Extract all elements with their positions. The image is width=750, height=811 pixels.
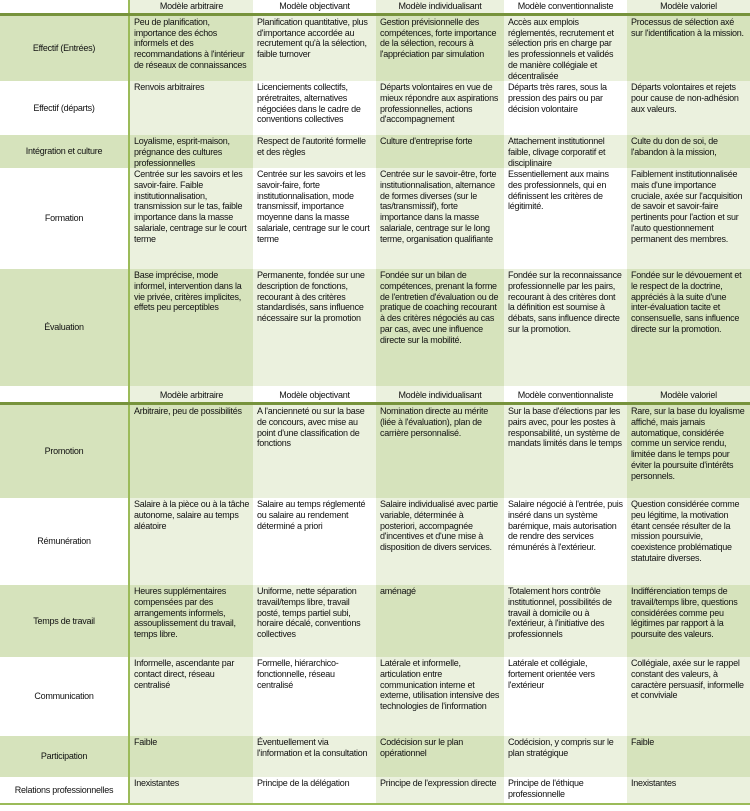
row-label: Temps de travail (0, 585, 130, 658)
table-cell: Indifférenciation temps de travail/temps… (627, 585, 750, 658)
table-cell: Centrée sur les savoirs et les savoir-fa… (253, 168, 376, 270)
table-cell: Principe de la délégation (253, 777, 376, 806)
table-cell: Principe de l'éthique professionnelle (504, 777, 627, 806)
row-label: Effectif (départs) (0, 81, 130, 136)
table-cell: Salaire à la pièce ou à la tâche autonom… (129, 498, 253, 586)
header-rule (0, 13, 750, 16)
table-cell: Fondée sur un bilan de compétences, pren… (376, 269, 504, 387)
table-cell: Formelle, hiérarchico-fonctionnelle, rés… (253, 657, 376, 737)
row-label: Promotion (0, 405, 130, 499)
table-row: Communication Informelle, ascendante par … (0, 657, 750, 737)
table-cell: Gestion prévisionnelle des compétences, … (376, 16, 504, 82)
column-header: Modèle valoriel (627, 0, 750, 13)
row-label: Effectif (Entrées) (0, 16, 130, 82)
table-cell: Arbitraire, peu de possibilités (129, 405, 253, 499)
table-row: Effectif (départs) Renvois arbitraires Lic… (0, 81, 750, 136)
table-cell: Éventuellement via l'information et la c… (253, 736, 376, 778)
table-cell: Sur la base d'élections par les pairs av… (504, 405, 627, 499)
row-label: Intégration et culture (0, 135, 130, 169)
table-cell: Heures supplémentaires compensées par de… (129, 585, 253, 658)
table-row: Temps de travail Heures supplémentaires c… (0, 585, 750, 658)
table-cell: Latérale et collégiale, fortement orient… (504, 657, 627, 737)
table-cell: Départs très rares, sous la pression des… (504, 81, 627, 136)
column-header: Modèle individualisant (376, 0, 504, 13)
table-cell: Uniforme, nette séparation travail/temps… (253, 585, 376, 658)
table-cell: Inexistantes (129, 777, 253, 806)
table-cell: Question considérée comme peu légitime, … (627, 498, 750, 586)
table-row: Promotion Arbitraire, peu de possibilités… (0, 405, 750, 499)
table-cell: Fondée sur le dévouement et le respect d… (627, 269, 750, 387)
table-cell: Principe de l'expression directe (376, 777, 504, 806)
table-cell: Peu de planification, importance des éch… (129, 16, 253, 82)
header-row: Modèle arbitraire Modèle objectivant Modèl… (0, 0, 750, 13)
table-cell: Nomination directe au mérite (liée à l'é… (376, 405, 504, 499)
table-cell: Rare, sur la base du loyalisme affiché, … (627, 405, 750, 499)
header-corner (0, 0, 130, 13)
section-gap (0, 386, 750, 390)
table-cell: Base imprécise, mode informel, intervent… (129, 269, 253, 387)
row-label: Formation (0, 168, 130, 270)
table-cell: Salaire individualisé avec partie variab… (376, 498, 504, 586)
table-cell: Loyalisme, esprit-maison, prégnance des … (129, 135, 253, 169)
row-label: Évaluation (0, 269, 130, 387)
table-cell: Inexistantes (627, 777, 750, 806)
table-cell: Faible (627, 736, 750, 778)
row-label: Rémunération (0, 498, 130, 586)
table-cell: Codécision, y compris sur le plan straté… (504, 736, 627, 778)
table-cell: Départs volontaires et rejets pour cause… (627, 81, 750, 136)
table-cell: Départs volontaires en vue de mieux répo… (376, 81, 504, 136)
table-cell: Culture d'entreprise forte (376, 135, 504, 169)
row-label: Communication (0, 657, 130, 737)
table-row: Intégration et culture Loyalisme, esprit-… (0, 135, 750, 169)
table-cell: Processus de sélection axé sur l'identif… (627, 16, 750, 82)
row-label: Relations professionnelles (0, 777, 130, 806)
column-header: Modèle objectivant (253, 0, 376, 13)
table-cell: Culte du don de soi, de l'abandon à la m… (627, 135, 750, 169)
table-cell: Salaire négocié à l'entrée, puis inséré … (504, 498, 627, 586)
table-cell: aménagé (376, 585, 504, 658)
column-header: Modèle arbitraire (129, 0, 253, 13)
table-row: Participation Faible Éventuellement via l'… (0, 736, 750, 778)
table-cell: Respect de l'autorité formelle et des rè… (253, 135, 376, 169)
table-cell: Totalement hors contrôle institutionnel,… (504, 585, 627, 658)
table-cell: Centrée sur le savoir-être, forte instit… (376, 168, 504, 270)
column-header: Modèle objectivant (253, 389, 376, 403)
header-rule (0, 402, 750, 406)
table-cell: Codécision sur le plan opérationnel (376, 736, 504, 778)
table-cell: Fondée sur la reconnaissance professionn… (504, 269, 627, 387)
table-row: Rémunération Salaire à la pièce ou à la t… (0, 498, 750, 586)
row-label: Participation (0, 736, 130, 778)
column-header: Modèle valoriel (627, 389, 750, 403)
table-cell: Informelle, ascendante par contact direc… (129, 657, 253, 737)
table-cell: Collégiale, axée sur le rappel constant … (627, 657, 750, 737)
table-cell: Faible (129, 736, 253, 778)
header-corner (0, 389, 130, 403)
table-row: Formation Centrée sur les savoirs et les … (0, 168, 750, 270)
header-row: Modèle arbitraire Modèle objectivant Modèl… (0, 389, 750, 403)
table-cell: Latérale et informelle, articulation ent… (376, 657, 504, 737)
table-row: Relations professionnelles Inexistantes Pr… (0, 777, 750, 806)
column-header: Modèle conventionnaliste (504, 389, 627, 403)
table-cell: Planification quantitative, plus d'impor… (253, 16, 376, 82)
column-header: Modèle arbitraire (129, 389, 253, 403)
table-cell: Accès aux emplois réglementés, recruteme… (504, 16, 627, 82)
table-cell: Attachement institutionnel faible, cliva… (504, 135, 627, 169)
table-cell: Licenciements collectifs, préretraites, … (253, 81, 376, 136)
column-header: Modèle conventionnaliste (504, 0, 627, 13)
table-cell: Salaire au temps réglementé ou salaire a… (253, 498, 376, 586)
table-cell: Centrée sur les savoirs et les savoir-fa… (129, 168, 253, 270)
column-header: Modèle individualisant (376, 389, 504, 403)
table-cell: Permanente, fondée sur une description d… (253, 269, 376, 387)
table-cell: A l'ancienneté ou sur la base de concour… (253, 405, 376, 499)
table-cell: Renvois arbitraires (129, 81, 253, 136)
table-cell: Essentiellement aux mains des profession… (504, 168, 627, 270)
table-row: Évaluation Base imprécise, mode informel,… (0, 269, 750, 387)
table-cell: Faiblement institutionnalisée mais d'une… (627, 168, 750, 270)
table-row: Effectif (Entrées) Peu de planification, … (0, 16, 750, 82)
